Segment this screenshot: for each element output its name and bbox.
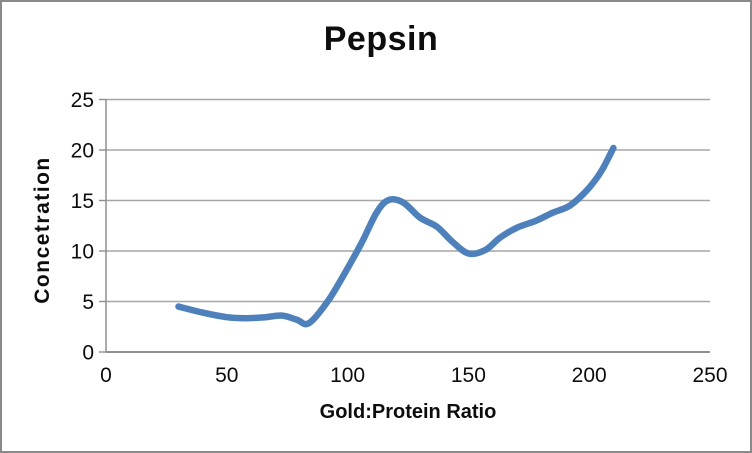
y-tick-label-20: 20: [71, 140, 94, 163]
x-tick-label-50: 50: [215, 364, 238, 387]
x-tick-label-0: 0: [100, 364, 112, 387]
y-tick-label-25: 25: [71, 89, 94, 112]
x-tick-label-100: 100: [330, 364, 365, 387]
x-tick-label-150: 150: [451, 364, 486, 387]
chart-title: Pepsin: [323, 20, 439, 58]
series-line-pepsin: [175, 144, 617, 328]
x-axis-title: Gold:Protein Ratio: [319, 401, 497, 423]
y-tick-label-10: 10: [71, 241, 94, 264]
y-tick-label-15: 15: [71, 190, 94, 213]
y-tick-label-5: 5: [82, 291, 94, 314]
x-tick-label-200: 200: [572, 364, 607, 387]
y-tick-label-0: 0: [82, 342, 94, 365]
x-tick-label-250: 250: [692, 364, 727, 387]
